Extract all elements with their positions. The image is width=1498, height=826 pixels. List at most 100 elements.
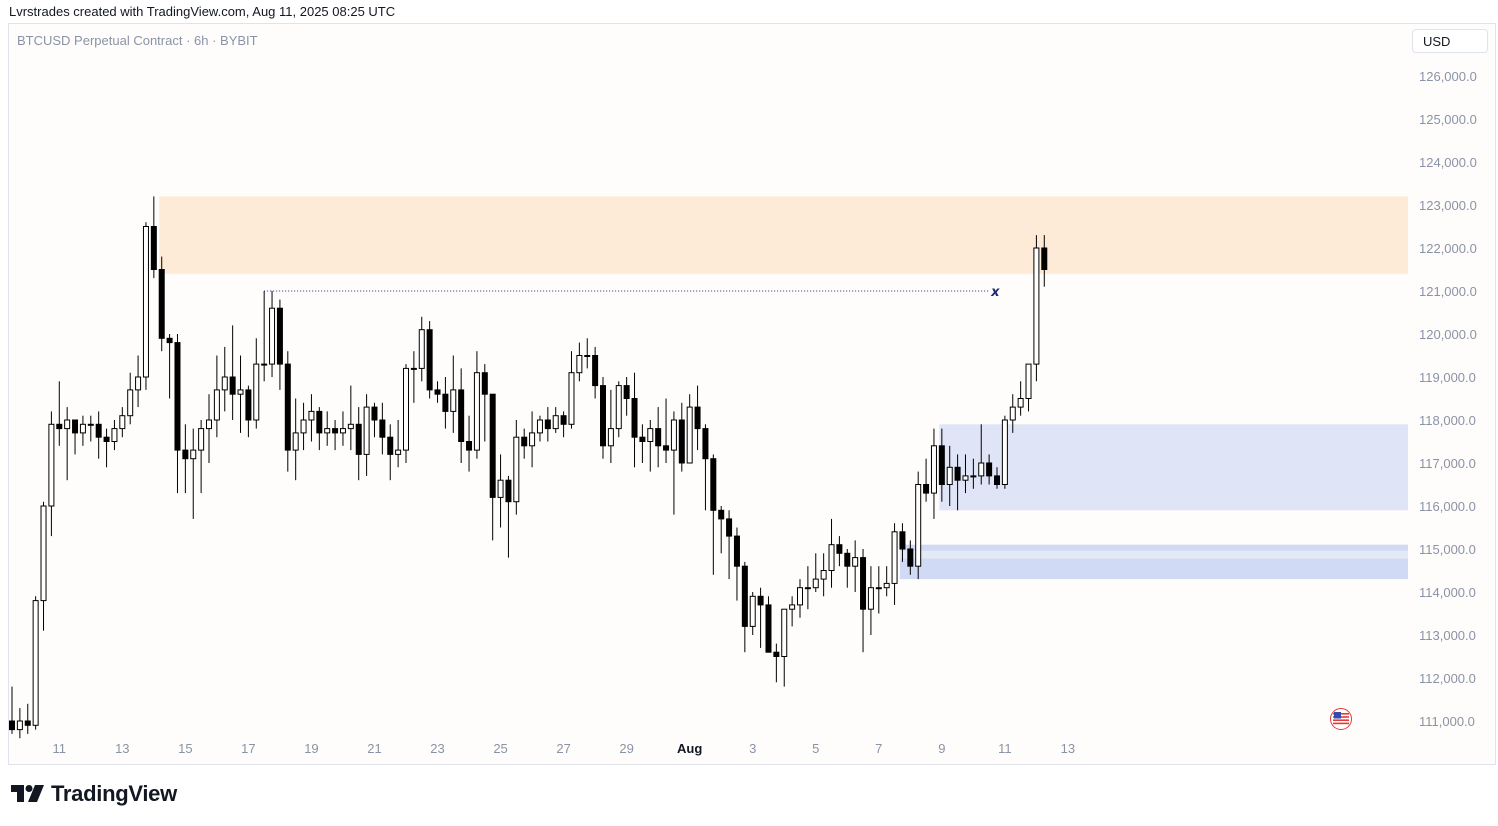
- candle: [442, 377, 449, 429]
- symbol-label: BTCUSD Perpetual Contract · 6h · BYBIT: [17, 33, 258, 48]
- candle: [568, 351, 575, 429]
- candle-body: [206, 419, 212, 430]
- candle-body: [150, 226, 157, 270]
- candle-body: [930, 445, 937, 494]
- candle: [544, 407, 551, 442]
- candle-body: [986, 462, 993, 477]
- candle-body: [497, 479, 504, 498]
- candle-body: [505, 479, 512, 503]
- candle: [797, 579, 803, 618]
- candle-body: [324, 428, 331, 434]
- candle: [702, 424, 709, 511]
- price-chart[interactable]: x 126,000.0125,000.0124,000.0123,000.012…: [8, 23, 1494, 763]
- candle-body: [87, 423, 94, 426]
- candle-body: [773, 651, 780, 658]
- fvg-zone-band: [899, 550, 1408, 559]
- candle-body: [694, 406, 701, 430]
- time-tick-label: 17: [241, 741, 255, 756]
- candle-body: [749, 595, 756, 627]
- candle-body: [1025, 363, 1032, 400]
- price-tick-label: 125,000.0: [1419, 112, 1477, 127]
- candle-body: [103, 436, 110, 443]
- candle: [166, 334, 173, 399]
- candle: [387, 424, 394, 481]
- candle: [253, 338, 260, 429]
- candle-body: [481, 372, 488, 395]
- candle: [158, 256, 165, 352]
- candle-body: [466, 441, 473, 451]
- candle: [970, 458, 977, 489]
- candle: [741, 561, 748, 653]
- candle: [174, 334, 181, 494]
- price-tick-label: 113,000.0: [1419, 628, 1476, 643]
- candle-body: [213, 389, 220, 421]
- candle-body: [166, 337, 173, 344]
- price-tick-label: 122,000.0: [1419, 241, 1477, 256]
- candle-body: [781, 608, 788, 658]
- tradingview-logo[interactable]: TradingView: [11, 781, 177, 807]
- candle-body: [174, 342, 181, 451]
- candle: [773, 643, 780, 683]
- candle: [473, 351, 480, 459]
- candle-body: [1017, 398, 1024, 408]
- candle: [852, 540, 859, 592]
- candle-body: [860, 557, 867, 610]
- candle: [1041, 235, 1048, 287]
- candle: [9, 686, 15, 734]
- candle: [497, 454, 504, 528]
- candle-body: [639, 436, 646, 443]
- candle: [103, 428, 110, 468]
- candle-body: [387, 436, 394, 455]
- candle: [182, 424, 189, 494]
- candle: [718, 506, 725, 554]
- candle: [820, 553, 827, 597]
- candle-body: [757, 595, 764, 606]
- time-tick-label: 13: [1061, 741, 1075, 756]
- candle: [489, 393, 496, 541]
- candle: [781, 608, 788, 687]
- candle-body: [741, 565, 748, 627]
- price-axis: 126,000.0 125,000.0 124,000.0 123,000.0 122,…: [1419, 69, 1477, 729]
- candle: [379, 402, 386, 455]
- candle: [237, 355, 244, 433]
- candle: [663, 398, 670, 463]
- candle: [142, 222, 149, 390]
- candle-body: [529, 432, 536, 447]
- candle-body: [190, 449, 197, 460]
- candle-body: [923, 484, 930, 494]
- candle-body: [710, 458, 717, 511]
- candle: [363, 394, 370, 476]
- candle-body: [339, 428, 346, 434]
- candle: [875, 566, 882, 614]
- candle: [749, 592, 756, 635]
- candle-body: [64, 419, 71, 430]
- time-tick-label: 27: [556, 741, 570, 756]
- candle: [615, 381, 622, 438]
- candle: [623, 377, 630, 416]
- tradingview-logo-icon: [11, 785, 44, 802]
- candle: [213, 355, 220, 438]
- candle-body: [182, 449, 189, 460]
- candle-body: [308, 410, 315, 421]
- candle: [434, 381, 441, 403]
- candle-body: [237, 389, 244, 395]
- candle: [339, 411, 346, 446]
- candle: [95, 411, 102, 459]
- candle-body: [269, 307, 276, 365]
- candle-body: [733, 535, 740, 567]
- candle: [655, 407, 662, 468]
- candle-body: [812, 578, 819, 589]
- time-tick-label: 9: [938, 741, 945, 756]
- price-tick-label: 118,000.0: [1419, 413, 1476, 428]
- candle-body: [647, 428, 654, 443]
- candle-body: [347, 423, 354, 430]
- candle-body: [702, 428, 709, 460]
- us-flag-icon[interactable]: [1330, 708, 1352, 730]
- candle: [907, 540, 914, 575]
- currency-selector[interactable]: USD: [1412, 29, 1488, 53]
- level-marker: x: [990, 285, 1000, 300]
- candle: [592, 346, 599, 399]
- price-tick-label: 123,000.0: [1419, 198, 1477, 213]
- candle: [72, 419, 79, 455]
- candle: [32, 596, 39, 730]
